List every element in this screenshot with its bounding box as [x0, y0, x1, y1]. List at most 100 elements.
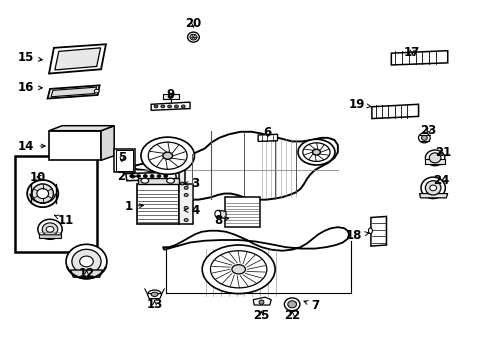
Polygon shape — [370, 216, 386, 246]
Bar — [114, 149, 134, 172]
Polygon shape — [258, 134, 277, 141]
Ellipse shape — [184, 186, 188, 189]
Ellipse shape — [184, 206, 188, 209]
Ellipse shape — [287, 301, 296, 308]
Polygon shape — [390, 51, 447, 65]
Bar — [224, 197, 260, 227]
Polygon shape — [47, 85, 100, 99]
Text: 13: 13 — [146, 298, 163, 311]
Ellipse shape — [202, 245, 275, 294]
Polygon shape — [371, 104, 418, 118]
Polygon shape — [219, 210, 225, 219]
Ellipse shape — [136, 175, 140, 177]
Bar — [30, 185, 56, 203]
Ellipse shape — [187, 32, 199, 42]
Ellipse shape — [312, 149, 320, 155]
Polygon shape — [425, 159, 444, 164]
Bar — [136, 184, 179, 224]
Text: 9: 9 — [166, 89, 174, 102]
Text: 25: 25 — [253, 309, 269, 321]
Text: 19: 19 — [348, 98, 370, 111]
Ellipse shape — [181, 105, 185, 108]
Text: 21: 21 — [434, 146, 450, 159]
Ellipse shape — [174, 105, 178, 108]
Polygon shape — [49, 131, 101, 160]
Ellipse shape — [180, 182, 184, 185]
Ellipse shape — [210, 251, 266, 288]
Ellipse shape — [148, 142, 187, 169]
Text: 3: 3 — [184, 177, 199, 190]
Text: 22: 22 — [284, 309, 300, 321]
Ellipse shape — [184, 194, 188, 197]
Ellipse shape — [147, 290, 161, 298]
Text: 8: 8 — [214, 213, 228, 226]
Polygon shape — [419, 194, 447, 198]
Polygon shape — [179, 170, 185, 197]
Ellipse shape — [168, 95, 173, 98]
Polygon shape — [163, 94, 179, 99]
Ellipse shape — [368, 228, 372, 234]
Text: 6: 6 — [263, 126, 271, 139]
Ellipse shape — [141, 178, 148, 183]
Ellipse shape — [428, 153, 440, 163]
Ellipse shape — [163, 175, 167, 177]
Ellipse shape — [429, 185, 436, 191]
Ellipse shape — [143, 175, 147, 177]
Ellipse shape — [157, 175, 161, 177]
Ellipse shape — [27, 180, 58, 207]
Ellipse shape — [38, 219, 62, 239]
Ellipse shape — [284, 298, 299, 311]
Bar — [15, 157, 97, 252]
Ellipse shape — [42, 223, 58, 236]
Polygon shape — [179, 184, 193, 224]
Ellipse shape — [302, 143, 329, 161]
Text: 12: 12 — [78, 267, 94, 280]
Ellipse shape — [418, 133, 429, 143]
Polygon shape — [253, 297, 271, 305]
Polygon shape — [163, 227, 348, 251]
Ellipse shape — [425, 181, 440, 195]
Bar — [116, 150, 132, 171]
Polygon shape — [151, 102, 190, 111]
Ellipse shape — [420, 177, 445, 199]
Text: 20: 20 — [185, 17, 201, 30]
Ellipse shape — [129, 175, 133, 177]
Ellipse shape — [66, 244, 107, 279]
Ellipse shape — [184, 219, 188, 221]
Ellipse shape — [163, 152, 172, 159]
Text: 18: 18 — [345, 229, 368, 242]
Polygon shape — [131, 132, 337, 200]
Ellipse shape — [94, 89, 99, 93]
Text: 17: 17 — [403, 46, 420, 59]
Text: 15: 15 — [18, 51, 42, 64]
Ellipse shape — [297, 139, 334, 165]
Text: 24: 24 — [432, 174, 448, 187]
Text: 4: 4 — [184, 204, 199, 217]
Ellipse shape — [37, 189, 48, 199]
Polygon shape — [39, 234, 61, 238]
Text: 23: 23 — [419, 124, 435, 137]
Text: 2: 2 — [117, 170, 136, 183]
Text: 1: 1 — [124, 200, 143, 213]
Ellipse shape — [166, 178, 174, 183]
Ellipse shape — [151, 292, 158, 296]
Ellipse shape — [425, 150, 444, 166]
Text: 7: 7 — [304, 299, 319, 312]
Text: 5: 5 — [118, 151, 126, 165]
Ellipse shape — [231, 265, 245, 274]
Ellipse shape — [161, 105, 164, 108]
Text: 14: 14 — [18, 140, 45, 153]
Text: 10: 10 — [30, 171, 46, 184]
Ellipse shape — [150, 175, 154, 177]
Text: 16: 16 — [18, 81, 42, 94]
Ellipse shape — [421, 135, 427, 140]
Polygon shape — [137, 178, 179, 184]
Polygon shape — [55, 48, 101, 70]
Polygon shape — [125, 172, 176, 181]
Polygon shape — [49, 126, 114, 131]
Polygon shape — [49, 44, 106, 73]
Polygon shape — [101, 126, 114, 160]
Ellipse shape — [80, 256, 93, 267]
Ellipse shape — [154, 105, 158, 108]
Polygon shape — [70, 270, 102, 277]
